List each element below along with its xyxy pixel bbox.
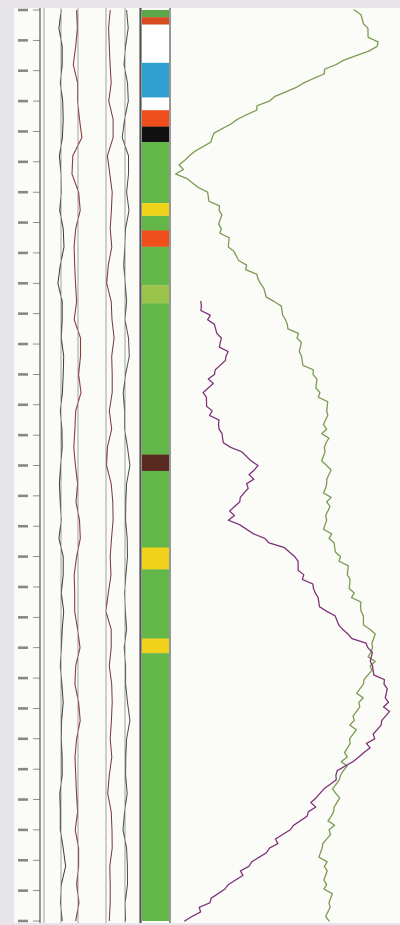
lithology-interval-8 [142, 142, 169, 204]
depth-label-mark [18, 282, 28, 285]
depth-label-mark [18, 676, 28, 680]
depth-label-mark [18, 737, 28, 741]
depth-label-mark [18, 373, 28, 376]
lithology-interval-16 [142, 470, 169, 548]
lithology-interval-9 [142, 203, 169, 216]
depth-label-mark [18, 39, 28, 42]
lithology-interval-5 [142, 97, 169, 111]
left-series-3 [105, 9, 115, 922]
lithology-interval-14 [142, 303, 169, 455]
lithology-interval-10 [142, 215, 169, 231]
depth-label-mark [18, 889, 28, 892]
depth-label-mark [18, 433, 28, 437]
left-series-4 [121, 9, 131, 922]
lithology-interval-2 [142, 17, 169, 25]
right-curve-track [174, 9, 391, 922]
depth-label-mark [18, 767, 28, 771]
depth-label-mark [18, 524, 28, 528]
depth-label-mark [18, 646, 28, 649]
depth-label-mark [18, 464, 28, 467]
depth-label-mark [18, 160, 28, 164]
depth-label-mark [18, 8, 28, 12]
depth-label-mark [18, 221, 28, 224]
depth-label-mark [18, 312, 28, 315]
lithology-interval-7 [142, 126, 169, 143]
lithology-interval-4 [142, 62, 169, 98]
lithology-interval-18 [142, 569, 169, 639]
lithology-track [142, 10, 169, 921]
track-borders [39, 8, 171, 923]
left-series-2 [71, 9, 83, 922]
lithology-interval-3 [142, 24, 169, 63]
lithology-interval-13 [142, 285, 169, 304]
lithology-interval-15 [142, 454, 169, 471]
depth-label-mark [18, 616, 28, 619]
well-log-chart [14, 8, 400, 923]
depth-label-mark [18, 403, 28, 407]
depth-label-mark [18, 555, 28, 558]
depth-label-mark [18, 342, 28, 346]
depth-label-mark [18, 99, 28, 103]
depth-label-mark [18, 494, 28, 498]
right-series-1 [174, 9, 379, 922]
depth-label-mark [18, 585, 28, 589]
lithology-interval-12 [142, 246, 169, 286]
lithology-interval-20 [142, 653, 169, 921]
depth-label-mark [18, 190, 28, 194]
depth-label-mark [18, 858, 28, 862]
depth-label-mark [18, 69, 28, 73]
lithology-interval-19 [142, 638, 169, 654]
lithology-interval-17 [142, 547, 169, 570]
depth-label-mark [18, 130, 28, 133]
lithology-interval-11 [142, 230, 169, 247]
chart-background [14, 8, 400, 923]
depth-label-mark [18, 919, 28, 923]
lithology-interval-1 [142, 10, 169, 18]
depth-label-mark [18, 251, 28, 255]
well-log-frame [14, 8, 400, 923]
depth-label-mark [18, 798, 28, 801]
depth-track [18, 8, 40, 923]
depth-label-mark [18, 828, 28, 832]
depth-label-mark [18, 707, 28, 710]
lithology-interval-6 [142, 110, 169, 127]
right-series-2 [184, 300, 391, 922]
